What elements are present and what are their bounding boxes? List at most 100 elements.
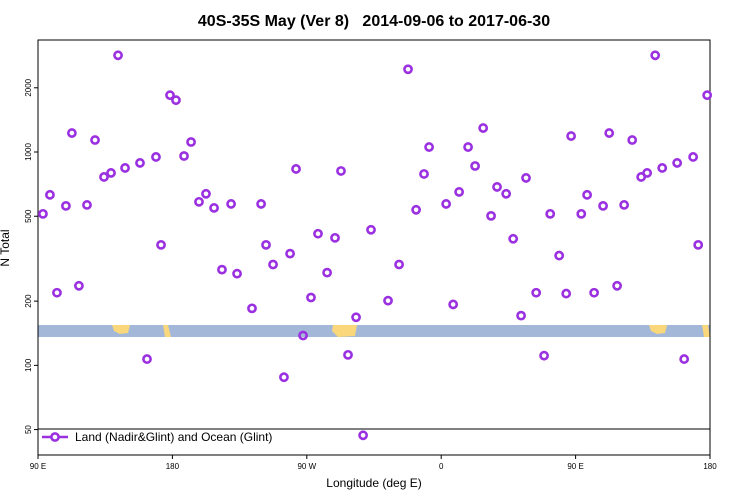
x-tick-label: 90 W: [297, 462, 316, 471]
point: [366, 224, 376, 235]
point: [38, 208, 48, 219]
point: [358, 430, 368, 441]
point: [285, 248, 295, 259]
point: [322, 267, 333, 278]
point: [478, 123, 489, 133]
point: [419, 169, 429, 179]
point: [521, 173, 531, 183]
point: [99, 172, 109, 182]
y-tick-label: 100: [24, 358, 33, 372]
point: [679, 354, 690, 364]
point: [566, 131, 577, 141]
point: [261, 239, 271, 250]
chart-title: 40S-35S May (Ver 8) 2014-09-06 to 2017-0…: [198, 13, 550, 30]
point: [539, 350, 549, 361]
y-tick-label: 50: [24, 425, 33, 434]
legend-marker: [50, 432, 60, 442]
point: [268, 259, 278, 270]
point: [627, 135, 638, 145]
plot-frame: [37, 39, 711, 456]
x-tick-label: 0: [439, 462, 444, 471]
point: [298, 330, 308, 341]
point: [516, 310, 526, 321]
point: [330, 232, 340, 243]
x-axis-label: Longitude (deg E): [326, 476, 421, 490]
point: [74, 280, 84, 291]
point: [554, 250, 565, 261]
point: [45, 189, 55, 200]
point: [90, 135, 100, 145]
point: [463, 142, 473, 152]
y-tick-label: 1000: [24, 143, 33, 161]
point: [171, 95, 181, 106]
point: [531, 287, 542, 298]
point: [576, 208, 587, 219]
point: [411, 204, 422, 215]
point: [291, 164, 301, 174]
point: [336, 166, 346, 176]
point: [61, 200, 71, 211]
point: [186, 137, 196, 147]
point: [642, 168, 653, 178]
point: [486, 210, 496, 221]
x-tick-label: 90 E: [567, 462, 583, 471]
point: [492, 182, 502, 192]
point: [702, 90, 713, 101]
point: [113, 50, 123, 61]
point: [151, 152, 161, 162]
point: [545, 208, 556, 219]
point: [135, 158, 145, 168]
point: [448, 299, 459, 310]
point: [508, 233, 519, 244]
point: [612, 280, 623, 291]
point: [226, 199, 236, 209]
point: [403, 64, 413, 75]
point: [688, 152, 699, 162]
point: [383, 295, 393, 306]
y-tick-label: 500: [24, 209, 33, 223]
y-axis-label: N Total: [0, 229, 12, 266]
map-strip: [38, 325, 710, 337]
point: [351, 312, 361, 323]
point: [454, 187, 465, 197]
x-tick-label: 180: [703, 462, 717, 471]
y-tick-label: 200: [24, 294, 33, 308]
point: [256, 199, 267, 209]
y-tick-label: 2000: [24, 78, 33, 96]
point: [232, 268, 242, 279]
point: [179, 151, 189, 161]
point: [142, 354, 152, 364]
point: [201, 188, 211, 199]
point: [194, 196, 204, 207]
point: [247, 303, 257, 314]
point: [313, 228, 323, 239]
x-tick-label: 180: [166, 462, 180, 471]
point: [657, 163, 668, 173]
point: [165, 90, 175, 101]
point: [589, 287, 600, 298]
point: [582, 189, 592, 200]
point: [672, 158, 683, 168]
point: [424, 142, 435, 152]
point: [306, 292, 316, 303]
point: [604, 128, 615, 138]
point: [619, 200, 630, 210]
x-tick-label: 90 E: [30, 462, 46, 471]
legend-label: Land (Nadir&Glint) and Ocean (Glint): [75, 430, 272, 444]
point: [279, 372, 289, 383]
point: [598, 200, 608, 211]
point: [120, 163, 130, 173]
point: [106, 168, 116, 178]
point: [343, 349, 353, 360]
point: [217, 264, 227, 275]
point: [52, 287, 62, 298]
point: [66, 128, 77, 138]
point: [441, 199, 452, 209]
point: [650, 50, 661, 61]
point: [561, 288, 572, 299]
point: [470, 161, 480, 171]
point: [693, 239, 704, 250]
point: [156, 239, 166, 250]
point: [394, 259, 404, 270]
